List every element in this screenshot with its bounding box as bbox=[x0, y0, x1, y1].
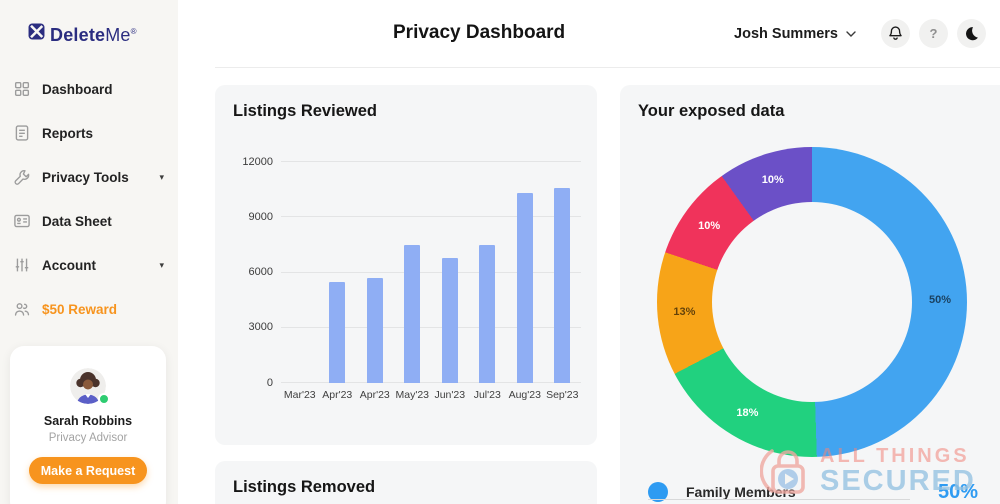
chevron-down-icon: ▾ bbox=[159, 259, 164, 270]
legend-value: 50% bbox=[937, 480, 978, 503]
header-divider bbox=[215, 67, 1000, 68]
help-button[interactable]: ? bbox=[919, 19, 948, 48]
people-icon bbox=[14, 303, 30, 316]
bar bbox=[329, 281, 346, 383]
sidebar-nav: Dashboard Reports Privacy Tools ▾ bbox=[0, 67, 178, 331]
x-axis-tick: Aug'23 bbox=[508, 389, 541, 401]
header-actions: Josh Summers ? bbox=[734, 19, 986, 48]
bar-column: Sep'23 bbox=[544, 162, 582, 401]
avatar-image bbox=[70, 368, 106, 404]
brand-name: DeleteMe® bbox=[50, 25, 137, 45]
bar bbox=[441, 257, 458, 383]
card-title: Listings Reviewed bbox=[233, 102, 377, 120]
sidebar-item-privacy-tools[interactable]: Privacy Tools ▾ bbox=[0, 155, 178, 199]
gridline bbox=[281, 161, 581, 162]
bar-column: Jun'23 bbox=[431, 162, 469, 401]
notifications-button[interactable] bbox=[881, 19, 910, 48]
gridline bbox=[281, 271, 581, 273]
bar bbox=[554, 187, 571, 383]
y-axis-tick: 3000 bbox=[248, 321, 273, 334]
bar bbox=[366, 278, 383, 383]
bar bbox=[404, 244, 421, 383]
gridline bbox=[281, 216, 581, 218]
moon-icon bbox=[966, 27, 978, 41]
x-axis-tick: Jul'23 bbox=[473, 389, 501, 401]
y-axis-tick: 9000 bbox=[248, 210, 273, 223]
gridline bbox=[281, 382, 581, 383]
sidebar-item-data-sheet[interactable]: Data Sheet bbox=[0, 199, 178, 243]
donut-slice-label: 13% bbox=[673, 305, 696, 318]
x-axis-tick: May'23 bbox=[395, 389, 430, 401]
donut-slice-label: 50% bbox=[928, 294, 951, 306]
legend-dot bbox=[648, 482, 668, 502]
help-icon: ? bbox=[929, 26, 938, 41]
advisor-card: Sarah Robbins Privacy Advisor Make a Req… bbox=[10, 346, 166, 504]
report-icon bbox=[15, 125, 29, 141]
bar bbox=[516, 193, 533, 383]
sliders-icon bbox=[15, 258, 29, 272]
bell-icon bbox=[889, 26, 902, 40]
chevron-down-icon: ▾ bbox=[159, 171, 164, 182]
sidebar-item-dashboard[interactable]: Dashboard bbox=[0, 67, 178, 111]
donut-hole bbox=[712, 202, 912, 402]
wrench-icon bbox=[14, 170, 30, 185]
legend-label: Family Members bbox=[686, 484, 796, 500]
bar-column: Aug'23 bbox=[506, 162, 544, 401]
x-axis-tick: Apr'23 bbox=[359, 389, 390, 401]
make-request-button[interactable]: Make a Request bbox=[29, 457, 147, 484]
bar-column: Apr'23 bbox=[319, 162, 357, 401]
sidebar-item-label: Dashboard bbox=[42, 81, 113, 97]
id-card-icon bbox=[14, 214, 30, 228]
x-axis-tick: Sep'23 bbox=[546, 389, 579, 401]
user-menu[interactable]: Josh Summers bbox=[734, 26, 856, 42]
bar-chart-bars: Mar'23 Apr'23 Apr'23 May'23 Jun'23 Jul'23 Aug'… bbox=[281, 162, 582, 401]
chevron-down-icon bbox=[846, 30, 856, 37]
page-title: Privacy Dashboard bbox=[393, 22, 566, 43]
donut-chart: 50% 18% 13% 10% 10% bbox=[657, 147, 967, 457]
legend-row: Family Members 50% bbox=[648, 479, 978, 504]
bar-column: Apr'23 bbox=[356, 162, 394, 401]
x-axis-tick: Jun'23 bbox=[434, 389, 466, 401]
advisor-name: Sarah Robbins bbox=[43, 414, 133, 428]
bar-column: Jul'23 bbox=[469, 162, 507, 401]
listings-reviewed-card: Listings Reviewed 0 3000 6000 9000 12000 Mar… bbox=[215, 85, 597, 445]
sidebar-item-label: Account bbox=[42, 257, 96, 273]
sidebar-item-reports[interactable]: Reports bbox=[0, 111, 178, 155]
exposed-data-card: Your exposed data 50% 18% 13% 10% 10% Family… bbox=[620, 85, 1000, 504]
sidebar-item-label: Reports bbox=[42, 125, 94, 141]
x-axis-tick: Mar'23 bbox=[283, 389, 316, 401]
donut-slice-label: 10% bbox=[698, 219, 721, 232]
card-title: Your exposed data bbox=[638, 102, 785, 120]
sidebar: DeleteMe® Dashboard Reports bbox=[0, 0, 178, 504]
donut-slice-label: 10% bbox=[761, 174, 784, 187]
advisor-avatar bbox=[70, 368, 110, 405]
dark-mode-toggle[interactable] bbox=[957, 19, 986, 48]
sidebar-item-label: Data Sheet bbox=[42, 213, 112, 229]
bar-column: May'23 bbox=[394, 162, 432, 401]
y-axis-tick: 6000 bbox=[248, 266, 273, 278]
sidebar-item-label: Privacy Tools bbox=[42, 169, 129, 185]
y-axis-tick: 0 bbox=[266, 376, 273, 389]
bar-chart: 0 3000 6000 9000 12000 Mar'23 Apr'23 Apr'23 May… bbox=[242, 156, 582, 401]
y-axis-tick: 12000 bbox=[242, 155, 273, 168]
x-axis-tick: Apr'23 bbox=[322, 389, 353, 401]
header: Privacy Dashboard Josh Summers ? bbox=[178, 0, 1000, 67]
deleteme-logo-icon bbox=[28, 23, 45, 40]
advisor-role: Privacy Advisor bbox=[48, 432, 128, 444]
bar-column: Mar'23 bbox=[281, 162, 319, 401]
bar bbox=[479, 244, 496, 383]
gridline bbox=[281, 326, 581, 328]
sidebar-item-reward[interactable]: $50 Reward bbox=[0, 287, 178, 331]
online-status-dot bbox=[98, 393, 110, 405]
sidebar-item-account[interactable]: Account ▾ bbox=[0, 243, 178, 287]
donut-slice-label: 18% bbox=[736, 406, 759, 419]
sidebar-item-label: $50 Reward bbox=[42, 301, 118, 317]
listings-removed-card: Listings Removed bbox=[215, 461, 597, 504]
deleteme-logo[interactable]: DeleteMe® bbox=[0, 0, 178, 44]
grid-icon bbox=[14, 81, 30, 97]
card-title: Listings Removed bbox=[233, 478, 376, 496]
legend-divider bbox=[648, 499, 910, 500]
user-name: Josh Summers bbox=[734, 25, 838, 42]
